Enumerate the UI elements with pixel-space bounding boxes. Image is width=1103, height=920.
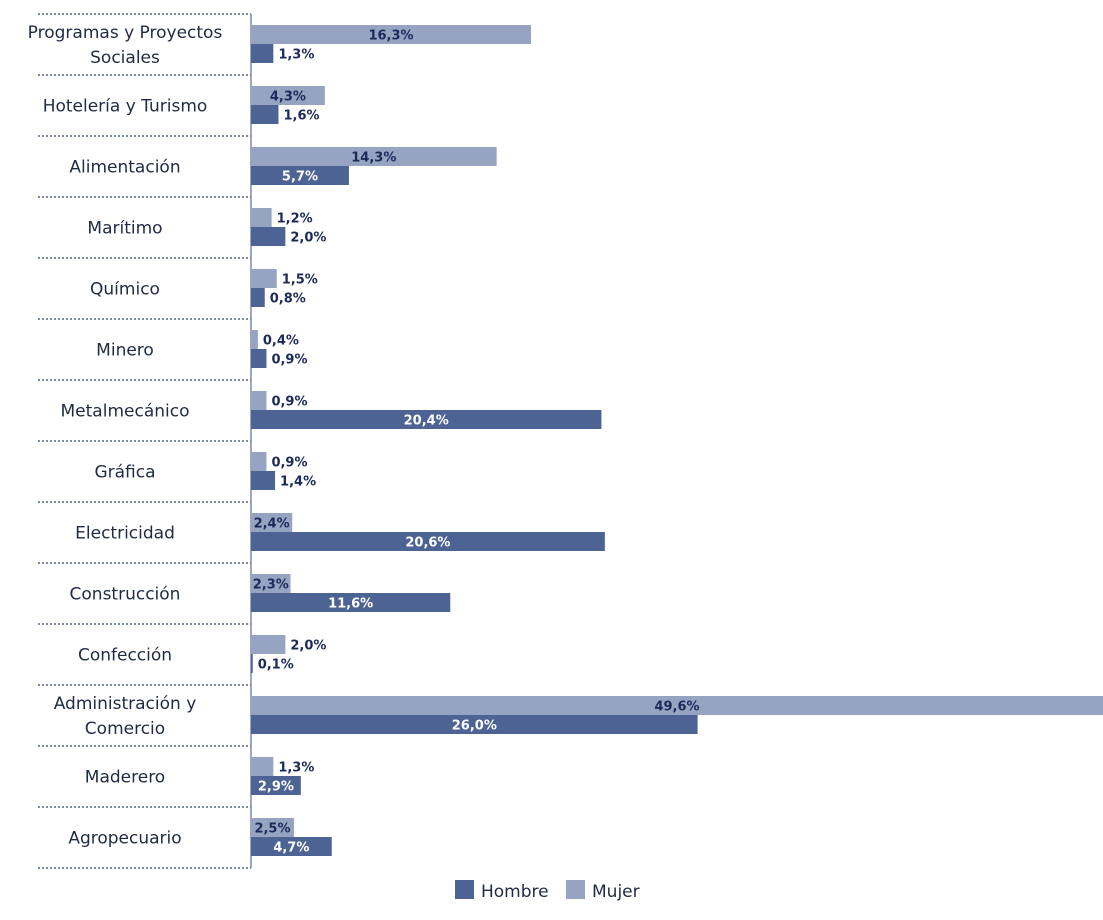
value-label-hombre: 20,4% (404, 414, 449, 429)
value-labels: 16,3% 1,3% 4,3% 1,6% 14,3% 5,7% 1,2% 2,0% 1,5% 0,… (253, 29, 700, 856)
value-label-mujer: 16,3% (368, 29, 413, 44)
value-label-hombre: 1,3% (278, 48, 314, 63)
bar-mujer (251, 86, 325, 105)
category-label: Alimentación (69, 158, 180, 178)
category-label: Químico (90, 280, 160, 300)
value-label-hombre: 0,9% (271, 353, 307, 368)
category-label: Gráfica (94, 463, 155, 483)
category-label: Confección (78, 646, 172, 666)
value-label-mujer: 4,3% (270, 90, 306, 105)
value-label-mujer: 1,3% (278, 761, 314, 776)
category-label: Electricidad (75, 524, 175, 544)
category-label: Administración y Comercio (54, 694, 197, 739)
bar-hombre (251, 837, 332, 856)
bar-hombre (251, 44, 274, 63)
category-label: Maderero (85, 768, 165, 788)
bar-hombre (251, 349, 267, 368)
category-labels: Programas y Proyectos Sociales Hotelería y… (28, 23, 223, 849)
bar-hombre (251, 105, 279, 124)
bar-hombre (251, 166, 349, 185)
bar-mujer (251, 452, 267, 471)
value-label-hombre: 5,7% (282, 170, 318, 185)
bar-hombre (251, 593, 451, 612)
category-label: Programas y Proyectos Sociales (28, 23, 223, 68)
value-label-hombre: 2,9% (258, 780, 294, 795)
category-label: Construcción (70, 585, 181, 605)
bar-mujer (251, 513, 293, 532)
bar-hombre (251, 288, 265, 307)
bars (251, 25, 1103, 856)
bar-hombre (251, 227, 286, 246)
bar-hombre (251, 471, 276, 490)
bar-mujer (251, 208, 272, 227)
value-label-hombre: 0,1% (258, 658, 294, 673)
bar-mujer (251, 330, 258, 349)
value-label-mujer: 1,2% (277, 212, 313, 227)
legend-swatch-hombre (455, 880, 474, 899)
value-label-mujer: 0,4% (263, 334, 299, 349)
category-separators (38, 13, 251, 869)
value-label-mujer: 49,6% (654, 700, 699, 715)
bar-mujer (251, 818, 294, 837)
legend-swatch-mujer (566, 880, 585, 899)
value-label-mujer: 0,9% (271, 456, 307, 471)
bar-mujer (251, 147, 497, 166)
bar-mujer (251, 391, 267, 410)
value-label-mujer: 2,5% (254, 822, 290, 837)
bar-hombre (251, 654, 253, 673)
bar-mujer (251, 574, 291, 593)
value-label-mujer: 2,3% (253, 578, 289, 593)
category-label: Marítimo (87, 219, 162, 239)
value-label-hombre: 2,0% (290, 231, 326, 246)
value-label-hombre: 4,7% (273, 841, 309, 856)
bar-mujer (251, 757, 274, 776)
bar-mujer (251, 269, 277, 288)
value-label-mujer: 1,5% (282, 273, 318, 288)
bar-mujer (251, 635, 286, 654)
bar-mujer (251, 696, 1103, 715)
legend-label-mujer: Mujer (592, 882, 640, 902)
category-label: Hotelería y Turismo (43, 97, 208, 117)
value-label-hombre: 1,4% (280, 475, 316, 490)
value-label-hombre: 20,6% (405, 536, 450, 551)
category-label: Agropecuario (68, 829, 181, 849)
bar-hombre (251, 776, 301, 795)
value-label-mujer: 14,3% (351, 151, 396, 166)
value-label-mujer: 0,9% (271, 395, 307, 410)
value-label-hombre: 11,6% (328, 597, 373, 612)
bar-hombre (251, 715, 698, 734)
value-label-hombre: 0,8% (270, 292, 306, 307)
value-label-hombre: 26,0% (452, 719, 497, 734)
bar-hombre (251, 410, 602, 429)
legend: Hombre Mujer (455, 880, 640, 902)
category-label: Metalmecánico (61, 402, 190, 422)
legend-label-hombre: Hombre (481, 882, 549, 902)
bar-hombre (251, 532, 605, 551)
category-label: Minero (96, 341, 154, 361)
value-label-mujer: 2,0% (290, 639, 326, 654)
value-label-hombre: 1,6% (283, 109, 319, 124)
bar-mujer (251, 25, 531, 44)
value-label-mujer: 2,4% (254, 517, 290, 532)
